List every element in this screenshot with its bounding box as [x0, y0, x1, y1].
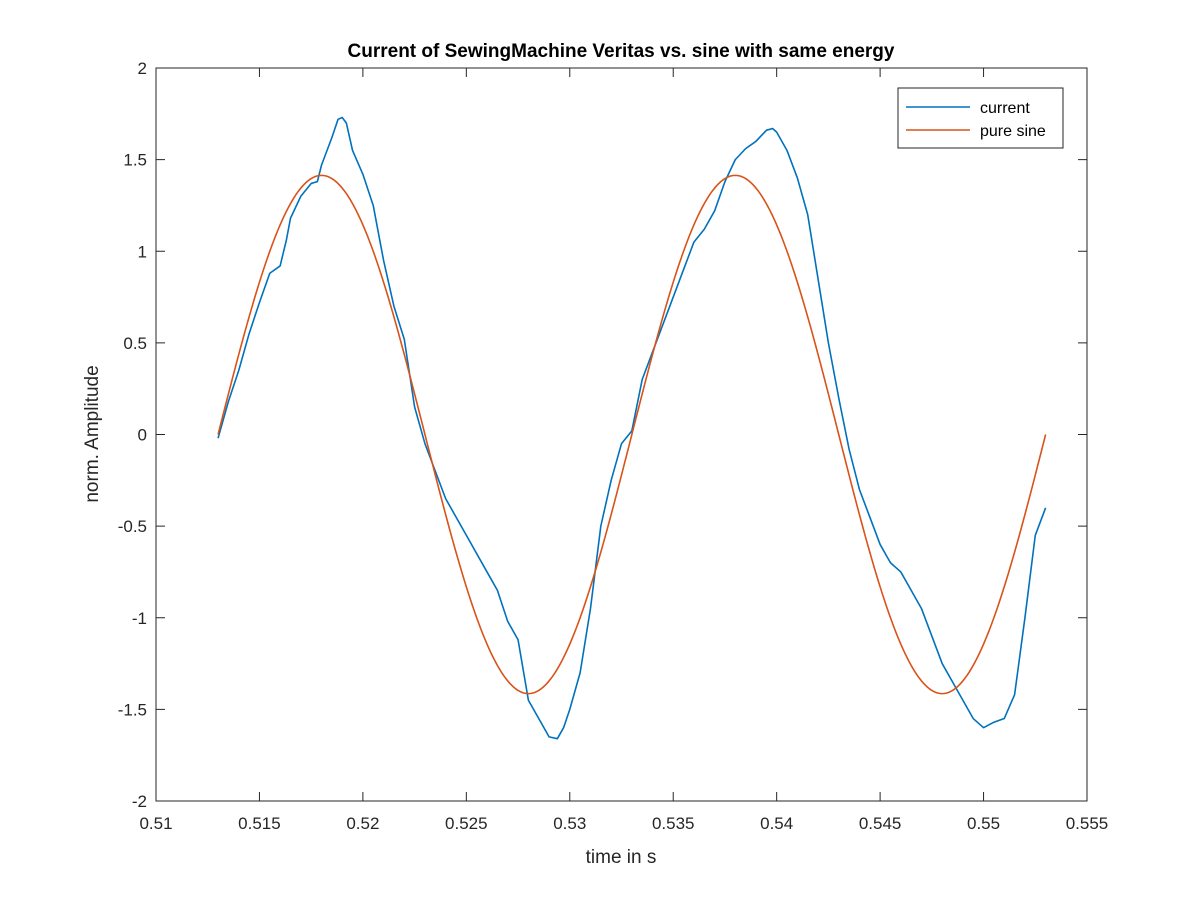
chart-title: Current of SewingMachine Veritas vs. sin… — [348, 41, 895, 62]
y-tick-label: 2 — [138, 59, 147, 78]
legend-box — [897, 87, 1064, 149]
x-tick-label: 0.535 — [652, 814, 695, 833]
x-tick-label: 0.55 — [967, 814, 1000, 833]
series-line-pure-sine — [217, 174, 1047, 695]
y-tick-label: -1.5 — [118, 700, 147, 719]
legend: current pure sine — [897, 87, 1064, 149]
x-tick-label: 0.525 — [445, 814, 488, 833]
y-tick-label: 0 — [138, 426, 147, 445]
x-tick-label: 0.515 — [238, 814, 281, 833]
series-line-current — [217, 116, 1047, 740]
y-tick-label: -0.5 — [118, 517, 147, 536]
x-tick-label: 0.53 — [553, 814, 586, 833]
y-tick-label: 0.5 — [123, 334, 147, 353]
legend-label-pure-sine: pure sine — [980, 123, 1046, 140]
plot-area — [156, 68, 1087, 801]
x-tick-label: 0.52 — [346, 814, 379, 833]
y-tick-label: -1 — [132, 609, 147, 628]
x-axis-label: time in s — [586, 847, 657, 868]
ticks-layer: 0.51 0.515 0.52 0.525 0.53 0.535 0.54 0.545 0.55… — [118, 59, 1109, 833]
x-tick-label: 0.54 — [760, 814, 793, 833]
y-axis-label: norm. Amplitude — [82, 365, 103, 502]
legend-label-current: current — [980, 100, 1030, 117]
y-tick-label: 1 — [138, 242, 147, 261]
x-tick-label: 0.545 — [859, 814, 902, 833]
x-tick-label: 0.51 — [139, 814, 172, 833]
series-layer — [217, 116, 1047, 740]
y-tick-label: 1.5 — [123, 151, 147, 170]
x-tick-label: 0.555 — [1066, 814, 1109, 833]
y-tick-label: -2 — [132, 792, 147, 811]
